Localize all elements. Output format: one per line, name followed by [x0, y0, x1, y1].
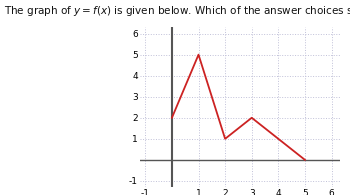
Text: The graph of $y = f(x)$ is given below. Which of the answer choices shows the gr: The graph of $y = f(x)$ is given below. … — [4, 4, 350, 18]
